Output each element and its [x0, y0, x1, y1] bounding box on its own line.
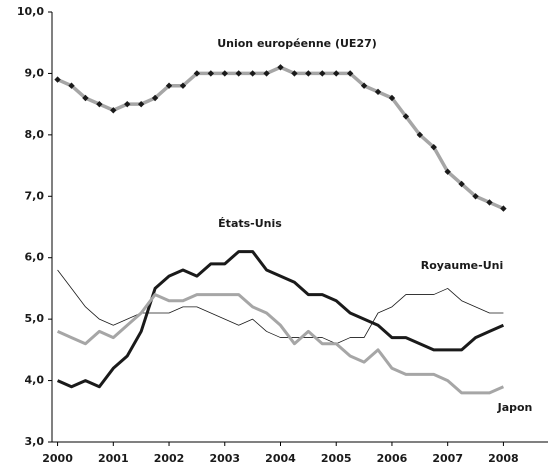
y-tick-label: 5,0: [25, 312, 45, 325]
point-marker: [374, 88, 382, 96]
series-line: [57, 269, 504, 345]
point-marker: [346, 70, 354, 77]
y-tick-label: 4,0: [25, 374, 45, 387]
x-tick-label: 2007: [432, 452, 463, 465]
point-marker: [249, 70, 256, 77]
point-marker: [500, 205, 507, 212]
point-marker: [291, 70, 298, 77]
point-marker: [360, 82, 368, 89]
x-tick-label: 2002: [154, 452, 185, 465]
point-marker: [110, 107, 117, 114]
point-marker: [235, 70, 242, 77]
point-marker: [207, 70, 215, 77]
series-label: Japon: [497, 401, 533, 414]
point-marker: [221, 70, 228, 77]
point-marker: [151, 94, 159, 102]
point-marker: [486, 199, 493, 206]
point-marker: [458, 180, 465, 188]
series-line: [56, 250, 505, 389]
x-tick-label: 2006: [377, 452, 408, 465]
y-tick-label: 7,0: [25, 189, 45, 202]
x-tick-label: 2008: [488, 452, 519, 465]
point-marker: [263, 70, 270, 77]
point-marker: [430, 143, 437, 151]
point-marker: [472, 193, 479, 200]
point-marker: [305, 70, 312, 77]
x-tick-label: 2001: [98, 452, 129, 465]
y-tick-label: 8,0: [25, 128, 45, 141]
x-tick-label: 2005: [321, 452, 352, 465]
point-marker: [124, 100, 131, 108]
point-marker: [402, 113, 410, 120]
series-line: [56, 65, 505, 211]
series-label: Royaume-Uni: [421, 259, 503, 272]
point-marker: [388, 94, 396, 102]
x-tick-label: 2003: [209, 452, 240, 465]
y-tick-label: 9,0: [25, 66, 45, 79]
point-marker: [54, 76, 61, 83]
point-marker: [277, 64, 284, 71]
point-marker: [179, 82, 187, 89]
point-marker: [319, 70, 326, 77]
y-tick-label: 6,0: [25, 251, 45, 264]
series-line: [56, 293, 505, 395]
point-marker: [137, 100, 145, 108]
y-tick-label: 10,0: [17, 5, 44, 18]
y-tick-label: 3,0: [25, 435, 45, 448]
series-label: États-Unis: [218, 217, 282, 230]
point-marker: [68, 82, 75, 89]
point-marker: [333, 70, 340, 77]
point-marker: [82, 94, 89, 102]
point-marker: [444, 168, 451, 175]
x-tick-label: 2004: [265, 452, 296, 465]
point-marker: [193, 70, 201, 77]
point-marker: [96, 100, 103, 108]
point-marker: [165, 82, 173, 89]
series-label: Union européenne (UE27): [217, 37, 377, 50]
x-tick-label: 2000: [42, 452, 73, 465]
point-marker: [416, 131, 424, 139]
